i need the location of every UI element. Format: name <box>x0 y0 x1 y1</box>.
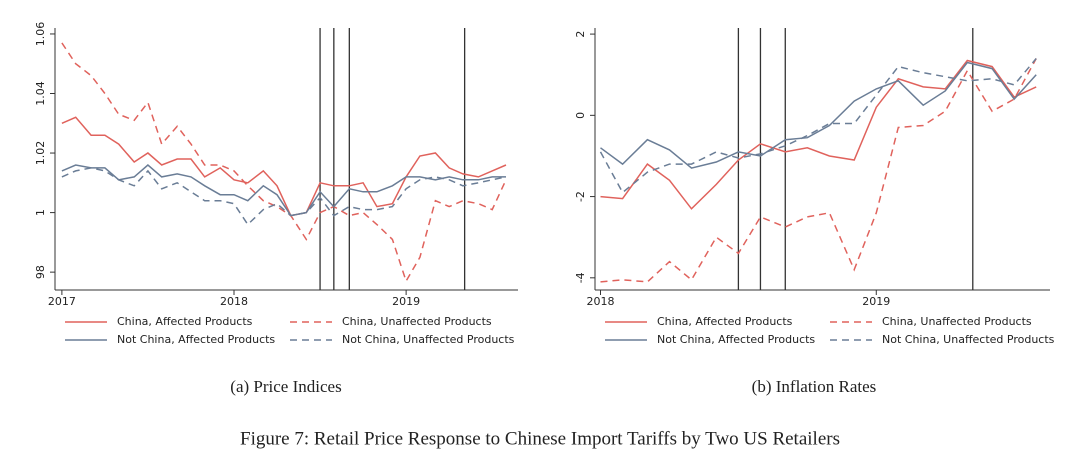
y-tick-label: 1.04 <box>34 81 47 106</box>
series-line <box>600 58 1037 283</box>
y-tick-label: 1.06 <box>34 22 47 47</box>
figure-caption: Figure 7: Retail Price Response to Chine… <box>240 428 840 449</box>
y-tick-label: 2 <box>574 31 587 38</box>
y-tick-label: 1.02 <box>34 141 47 166</box>
legend-label: Not China, Unaffected Products <box>882 333 1055 346</box>
legend-label: China, Unaffected Products <box>882 315 1032 328</box>
chart-title: (a) Price Indices <box>230 377 341 396</box>
series-line <box>61 116 507 217</box>
legend-label: Not China, Affected Products <box>117 333 275 346</box>
x-tick-label: 2019 <box>392 295 420 308</box>
y-tick-label: 98 <box>34 265 47 279</box>
x-tick-label: 2017 <box>48 295 76 308</box>
y-tick-label: -2 <box>574 191 587 202</box>
legend-label: China, Affected Products <box>117 315 253 328</box>
series-line <box>599 58 1037 194</box>
x-tick-label: 2018 <box>587 295 615 308</box>
legend-label: China, Affected Products <box>657 315 793 328</box>
legend-label: China, Unaffected Products <box>342 315 492 328</box>
series-line <box>600 59 1037 210</box>
legend-label: Not China, Affected Products <box>657 333 815 346</box>
series-line <box>61 42 507 283</box>
series-line <box>600 61 1037 169</box>
x-tick-label: 2019 <box>862 295 890 308</box>
series-line <box>61 167 507 226</box>
y-tick-label: 0 <box>574 112 587 119</box>
series-line <box>61 164 506 217</box>
y-tick-label: 1 <box>34 209 47 216</box>
legend-label: Not China, Unaffected Products <box>342 333 515 346</box>
x-tick-label: 2018 <box>220 295 248 308</box>
y-tick-label: -4 <box>574 272 587 283</box>
chart-title: (b) Inflation Rates <box>752 377 877 396</box>
